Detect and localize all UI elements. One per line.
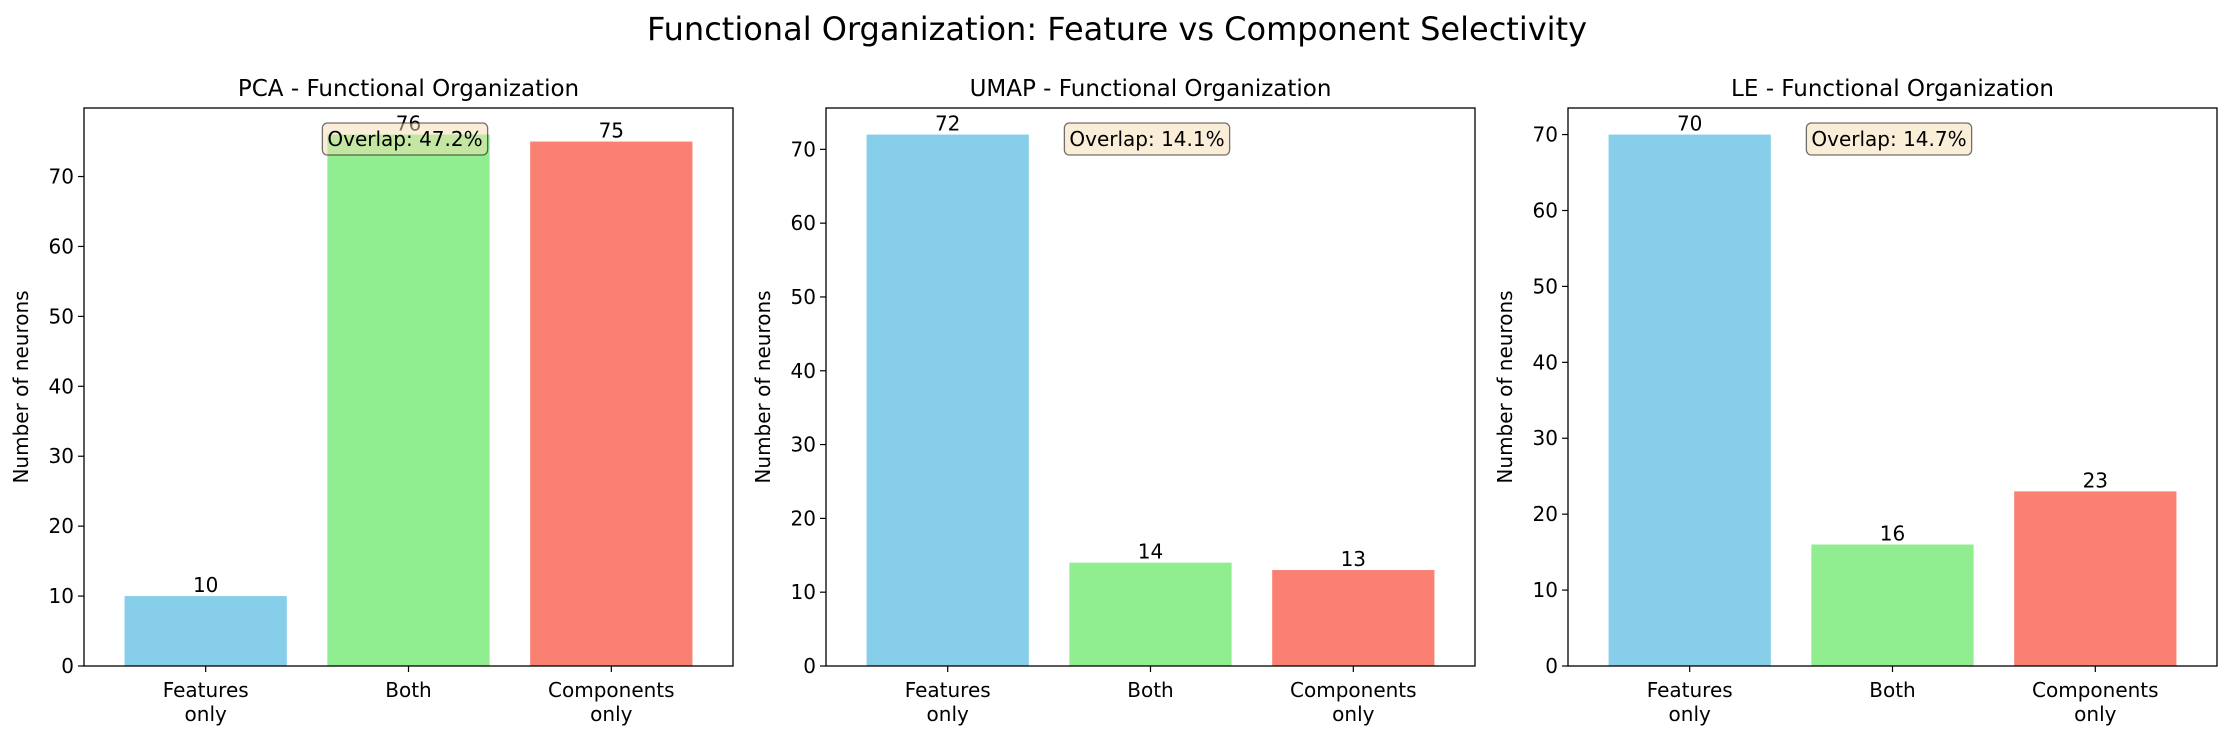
bar-value-label: 10 (193, 573, 218, 597)
panel-title: PCA - Functional Organization (238, 76, 579, 102)
y-tick-label: 50 (1533, 274, 1558, 298)
y-tick-label: 10 (49, 584, 74, 608)
y-tick-label: 60 (791, 211, 816, 235)
y-tick-label: 40 (1533, 350, 1558, 374)
chart-panel-1: PCA - Functional Organization10767501020… (9, 76, 734, 726)
figure-title: Functional Organization: Feature vs Comp… (647, 10, 1587, 48)
bar-value-label: 14 (1138, 540, 1163, 564)
y-axis-label: Number of neurons (1493, 290, 1517, 483)
x-tick-label: Both (1869, 678, 1915, 702)
y-tick-label: 40 (49, 374, 74, 398)
bar-value-label: 16 (1880, 522, 1905, 546)
bar-value-label: 13 (1341, 547, 1366, 571)
y-tick-label: 60 (1533, 198, 1558, 222)
panel-title: UMAP - Functional Organization (970, 76, 1332, 102)
y-tick-label: 0 (803, 654, 816, 678)
annotation-box (1063, 122, 1231, 156)
bar (2014, 491, 2177, 666)
bar-value-label: 72 (935, 112, 960, 136)
bar (1608, 134, 1771, 667)
bar (327, 134, 490, 667)
y-tick-label: 10 (1533, 578, 1558, 602)
y-tick-label: 0 (61, 654, 74, 678)
chart-panel-2: UMAP - Functional Organization 72 14 13 0 10 2… (751, 76, 1476, 726)
overlap-annotation: Overlap: 14.7% (1811, 127, 1966, 151)
x-tick-label: Features only (163, 678, 249, 726)
y-axis-label: Number of neurons (751, 290, 775, 483)
y-tick-label: 30 (49, 444, 74, 468)
overlap-annotation: Overlap: 14.1% (1069, 127, 1224, 151)
y-tick-label: 60 (49, 234, 74, 258)
bar-value-label: 23 (2083, 468, 2108, 492)
y-tick-label: 50 (791, 285, 816, 309)
bar (1272, 570, 1435, 666)
bar-value-label: 75 (599, 119, 624, 143)
x-tick-label: Components only (1290, 678, 1417, 726)
x-tick-label: Features only (1647, 678, 1733, 726)
y-tick-label: 10 (791, 580, 816, 604)
chart-panels: PCA - Functional Organization10767501020… (9, 76, 2218, 726)
y-tick-label: 20 (1533, 502, 1558, 526)
x-tick-label: Both (1127, 678, 1173, 702)
x-tick-label: Both (385, 678, 431, 702)
annotation-box (321, 122, 489, 156)
bar (124, 596, 287, 666)
y-axis-label: Number of neurons (9, 290, 33, 483)
y-tick-label: 70 (49, 165, 74, 189)
y-tick-label: 50 (49, 304, 74, 328)
y-tick-label: 0 (1545, 654, 1558, 678)
annotation-box (1805, 122, 1973, 156)
y-tick-label: 20 (49, 514, 74, 538)
y-tick-label: 70 (1533, 123, 1558, 147)
y-tick-label: 20 (791, 506, 816, 530)
y-tick-label: 30 (1533, 426, 1558, 450)
overlap-annotation: Overlap: 47.2% (327, 127, 482, 151)
panel-title: LE - Functional Organization (1731, 76, 2054, 102)
chart-panel-3: LE - Functional Organization 70 16 23 0 10 20 3… (1493, 76, 2218, 726)
bar (530, 141, 693, 666)
bar (1069, 562, 1232, 666)
y-tick-label: 30 (791, 433, 816, 457)
bar (866, 134, 1029, 667)
bar-value-label: 70 (1677, 112, 1702, 136)
y-tick-label: 70 (791, 137, 816, 161)
bar (1811, 544, 1974, 666)
x-tick-label: Components only (2032, 678, 2159, 726)
x-tick-label: Components only (548, 678, 675, 726)
y-tick-label: 40 (791, 359, 816, 383)
x-tick-label: Features only (905, 678, 991, 726)
